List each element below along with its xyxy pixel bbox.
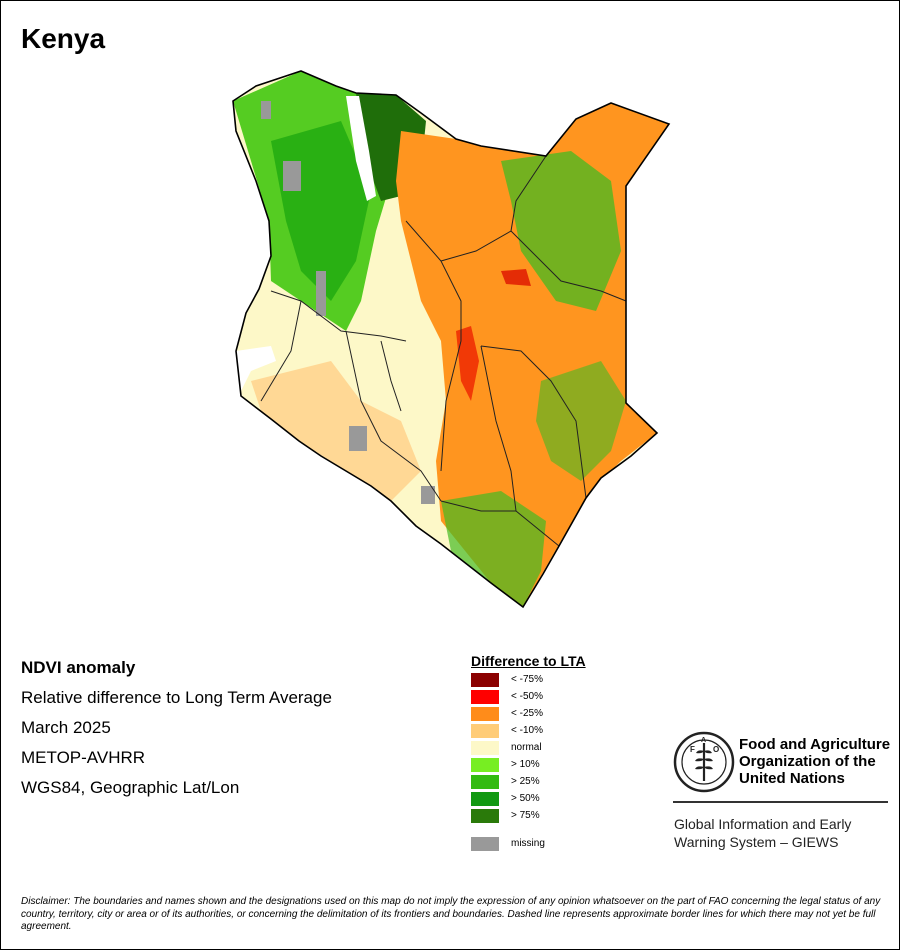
fao-name-line3: United Nations [739,770,845,787]
coast-green-zone [536,361,626,481]
giews-label: Global Information and Early Warning Sys… [674,815,851,851]
missing-patch [421,486,435,504]
fao-name-line1: Food and Agriculture [739,736,891,753]
legend-swatch [471,758,499,772]
legend-item: > 10% [471,758,611,772]
kenya-border [232,70,671,609]
fao-name-line2: Organization of the [739,753,876,770]
svg-text:F: F [690,745,695,754]
legend-label: < -10% [511,725,543,736]
info-description: Relative difference to Long Term Average [21,688,332,707]
missing-patch [349,426,367,451]
south-green-zone [441,491,546,607]
map-info: NDVI anomaly Relative difference to Long… [21,657,332,807]
legend-label: < -50% [511,691,543,702]
legend-item: > 25% [471,775,611,789]
legend-swatch [471,775,499,789]
missing-patch [261,101,271,119]
legend-label: > 25% [511,776,540,787]
legend-label: normal [511,742,542,753]
east-red-patch [501,269,531,286]
legend-label: < -75% [511,674,543,685]
missing-patch [283,161,301,191]
disclaimer: Disclaimer: The boundaries and names sho… [21,896,881,932]
legend-item: normal [471,741,611,755]
legend-item: < -25% [471,707,611,721]
legend-label: > 75% [511,810,540,821]
fao-divider [673,801,888,803]
legend-swatch [471,724,499,738]
legend-item: < -10% [471,724,611,738]
legend-swatch [471,690,499,704]
legend-label: missing [511,838,545,849]
central-red-patch [456,326,479,401]
lake-turkana [346,96,376,201]
legend-item: < -50% [471,690,611,704]
info-period: March 2025 [21,718,111,737]
legend-label: < -25% [511,708,543,719]
lake-victoria [236,346,276,391]
northeast-green-zone [501,151,621,311]
legend-swatch [471,837,499,851]
legend-item: missing [471,837,611,851]
legend-swatch [471,673,499,687]
legend-item: > 75% [471,809,611,823]
fao-organization-name: Food and Agriculture Organization of the… [739,736,890,787]
svg-text:O: O [713,745,719,754]
legend-swatch [471,792,499,806]
fao-logo-icon: F O A [673,731,735,793]
info-projection: WGS84, Geographic Lat/Lon [21,778,240,797]
svg-text:A: A [701,737,706,744]
legend-label: > 10% [511,759,540,770]
legend-swatch [471,707,499,721]
admin-boundaries [260,155,627,547]
legend-label: > 50% [511,793,540,804]
info-product: NDVI anomaly [21,658,136,677]
missing-patch [316,271,326,316]
legend-title: Difference to LTA [471,653,586,669]
legend-item: > 50% [471,792,611,806]
giews-line2: Warning System – GIEWS [674,834,839,850]
legend-item: < -75% [471,673,611,687]
map-title: Kenya [21,23,106,54]
giews-line1: Global Information and Early [674,816,852,832]
southwest-light-orange-zone [251,361,421,501]
info-sensor: METOP-AVHRR [21,748,146,767]
legend-swatch [471,741,499,755]
kenya-ndvi-map [232,70,671,609]
legend-swatch [471,809,499,823]
